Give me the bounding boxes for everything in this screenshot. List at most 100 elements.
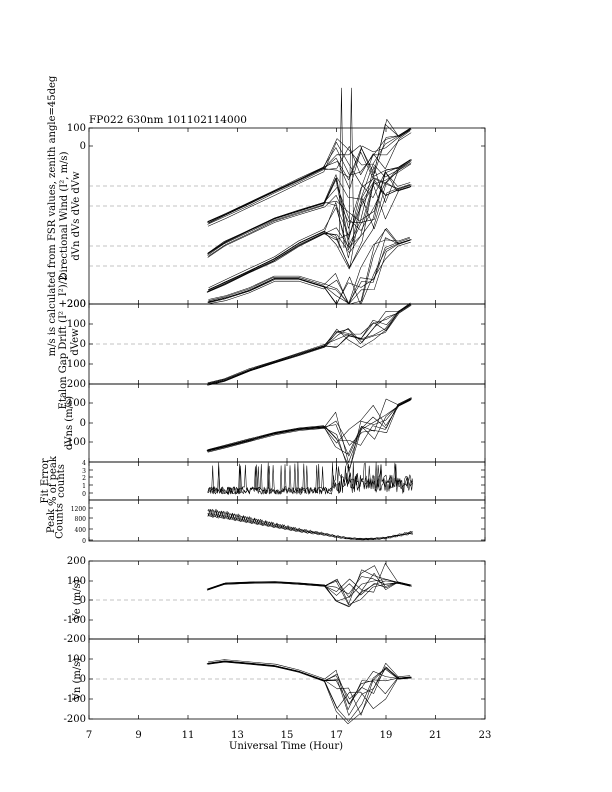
series-line (207, 509, 413, 541)
panels: 10002002001000-100-200100010043210120080… (40, 75, 486, 725)
x-tick-label: 23 (479, 730, 492, 741)
y-tick-label: -200 (64, 634, 86, 645)
y-tick-label: 0 (80, 141, 86, 152)
series-line (208, 238, 410, 305)
series-line (207, 660, 412, 700)
y-axis-label: Counts (55, 503, 66, 539)
series-line (207, 398, 412, 457)
series-line (208, 159, 411, 255)
panel-frame (88, 499, 486, 542)
series-line (207, 184, 411, 290)
y-axis-label: % of peak (48, 455, 59, 506)
y-tick-label: 100 (67, 319, 86, 330)
y-tick-label: 200 (67, 299, 86, 310)
y-tick-label: 0 (82, 538, 86, 545)
y-axis-label: Fit Error (40, 458, 51, 503)
y-tick-label: 0 (80, 674, 86, 685)
series-line (207, 661, 412, 705)
panel-ve: 200 100 0 -100 -200 (64, 556, 486, 645)
panel-vn: 100 0 -100 -200 (64, 638, 486, 725)
y-axis-label: dVns (m/s) (64, 396, 75, 450)
series-line (206, 661, 412, 725)
series-line (207, 127, 411, 222)
figure-header: FP022 630nm 101102114000 (89, 114, 247, 126)
x-tick-label: 9 (135, 730, 141, 741)
y-tick-label: 0 (82, 491, 86, 498)
y-tick-label: -100 (64, 359, 86, 370)
y-tick-label: 3 (82, 468, 86, 475)
series-line (207, 305, 412, 386)
y-tick-label: 0 (80, 418, 86, 429)
panel-peak-counts: 1200 800 400 0 (71, 499, 486, 545)
series-line (207, 399, 412, 463)
series-line (206, 398, 412, 472)
y-tick-label: 100 (67, 576, 86, 587)
y-axis-label: Ve (m/s) (72, 579, 83, 621)
y-tick-label: -200 (64, 379, 86, 390)
series-line (207, 508, 413, 539)
x-tick-label: 21 (429, 730, 442, 741)
series-line (207, 163, 412, 258)
series-line (208, 129, 411, 224)
series-line (207, 303, 412, 384)
series-line (348, 87, 355, 249)
series-line (208, 659, 411, 710)
series-line (207, 660, 412, 716)
y-tick-label: 100 (67, 654, 86, 665)
y-axis-label: dVew (70, 328, 81, 356)
panel-gap-drift: 200 100 0 -100 -200 (64, 299, 486, 390)
x-tick-label: 15 (281, 730, 294, 741)
y-tick-label: 1200 (71, 506, 86, 513)
x-axis-label: Universal Time (Hour) (229, 741, 343, 752)
series-line (207, 302, 411, 384)
series-line (207, 119, 412, 224)
y-axis-label: Directional Wind (I², m/s) (59, 151, 70, 280)
series-line (208, 304, 411, 385)
y-tick-label: 100 (67, 398, 86, 409)
series-line (208, 303, 412, 384)
y-tick-label: 0 (80, 339, 86, 350)
series-line (206, 661, 410, 709)
series-line (207, 661, 412, 722)
y-tick-label: 0 (80, 595, 86, 606)
series-line (207, 304, 411, 385)
x-tick-label: 7 (86, 730, 92, 741)
y-axis-label: Peak (46, 508, 57, 533)
y-tick-label: 200 (67, 556, 86, 567)
series-line (207, 509, 413, 540)
y-tick-label: 200 (67, 299, 86, 310)
y-axis-label: Vn (m/s) (72, 658, 83, 702)
y-tick-label: -200 (64, 714, 86, 725)
x-axis: 7 9 11 13 15 17 19 21 23 (86, 730, 492, 741)
y-tick-label: 4 (82, 460, 86, 467)
series-line (207, 241, 411, 305)
series-line (207, 161, 411, 256)
series-line (207, 228, 410, 305)
y-axis-label: counts (56, 464, 67, 498)
series-line (208, 236, 410, 305)
y-axis-label: m/s is calculated from FSR values, zenit… (47, 75, 58, 356)
x-tick-label: 11 (182, 730, 195, 741)
series-line (207, 397, 412, 469)
series-line (207, 399, 411, 453)
y-axis-label: Etalon Gap Drift (I² + I²)/2 (58, 275, 69, 410)
panel-frame (88, 461, 486, 501)
series-line (208, 397, 412, 450)
series-line (206, 171, 410, 293)
series-line (208, 563, 411, 607)
y-tick-label: 100 (67, 437, 86, 448)
series-line (207, 573, 411, 592)
series-line (207, 661, 411, 705)
series-line (207, 182, 412, 293)
series-line (207, 132, 412, 227)
y-tick-label: -100 (64, 615, 86, 626)
y-tick-label: 400 (75, 527, 87, 534)
y-tick-label: 800 (75, 516, 87, 523)
series-line (207, 461, 413, 495)
y-tick-label: -100 (64, 694, 86, 705)
series-line (207, 130, 411, 225)
x-tick-label: 17 (330, 730, 343, 741)
y-tick-label: 2 (82, 475, 86, 482)
series-line (206, 397, 411, 455)
